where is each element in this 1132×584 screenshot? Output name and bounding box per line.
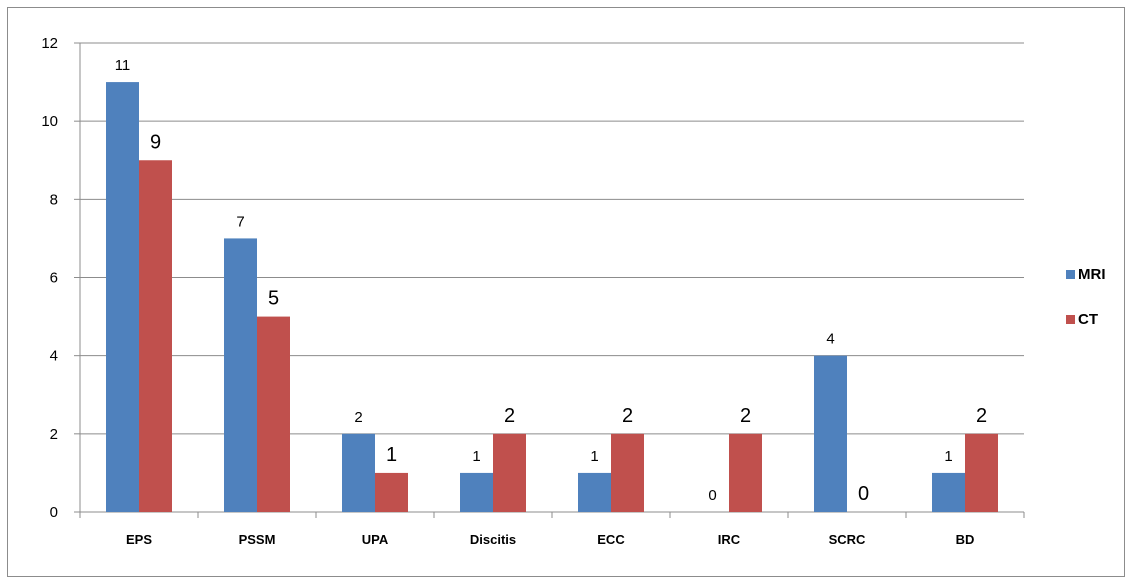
y-tick-label: 12 (41, 35, 58, 52)
y-tick-label: 6 (50, 270, 58, 287)
bar-mri (932, 472, 965, 512)
x-category-label: ECC (597, 532, 625, 547)
legend-swatch-ct (1066, 315, 1075, 324)
bar-ct (611, 433, 644, 512)
y-tick-label: 2 (50, 426, 58, 443)
bar-ct (257, 316, 290, 512)
x-category-label: IRC (718, 532, 741, 547)
data-label-ct: 2 (976, 405, 987, 427)
bar-ct (493, 433, 526, 512)
x-category-label: SCRC (829, 532, 866, 547)
legend-label-ct: CT (1078, 311, 1098, 328)
data-label-ct: 9 (150, 131, 161, 153)
data-label-mri: 2 (354, 409, 362, 426)
bar-ct (729, 433, 762, 512)
data-label-ct: 1 (386, 444, 397, 466)
bar-mri (460, 472, 493, 512)
bar-ct (139, 160, 172, 512)
data-label-mri: 1 (472, 448, 480, 465)
x-category-label: UPA (362, 532, 389, 547)
bar-mri (224, 238, 257, 512)
data-label-mri: 1 (944, 448, 952, 465)
gridlines (74, 42, 1025, 518)
x-category-label: PSSM (239, 532, 276, 547)
data-label-ct: 2 (504, 405, 515, 427)
legend: MRI CT (1066, 266, 1106, 328)
x-category-label: BD (956, 532, 975, 547)
bar-mri (342, 433, 375, 512)
bar-mri (578, 472, 611, 512)
y-tick-label: 8 (50, 191, 58, 208)
bar-ct (965, 433, 998, 512)
data-label-ct: 2 (740, 405, 751, 427)
legend-label-mri: MRI (1078, 266, 1106, 283)
x-category-label: Discitis (470, 532, 516, 547)
bar-mri (106, 82, 139, 512)
data-label-mri: 1 (590, 448, 598, 465)
bar-mri (814, 355, 847, 512)
x-axis-categories: EPS PSSM UPA Discitis ECC IRC SCRC BD (126, 532, 974, 547)
data-label-ct: 5 (268, 288, 279, 310)
x-category-label: EPS (126, 532, 152, 547)
data-label-mri: 11 (115, 57, 131, 74)
data-label-mri: 7 (236, 213, 244, 230)
y-tick-label: 10 (41, 113, 58, 130)
data-label-mri: 0 (708, 487, 716, 504)
data-label-ct: 0 (858, 483, 869, 505)
bars (106, 82, 998, 512)
legend-swatch-mri (1066, 270, 1075, 279)
y-axis-ticks: 0 2 4 6 8 10 12 (41, 35, 58, 521)
y-tick-label: 4 (50, 348, 58, 365)
bar-ct (375, 472, 408, 512)
y-tick-label: 0 (50, 504, 58, 521)
data-label-ct: 2 (622, 405, 633, 427)
data-label-mri: 4 (826, 331, 834, 348)
